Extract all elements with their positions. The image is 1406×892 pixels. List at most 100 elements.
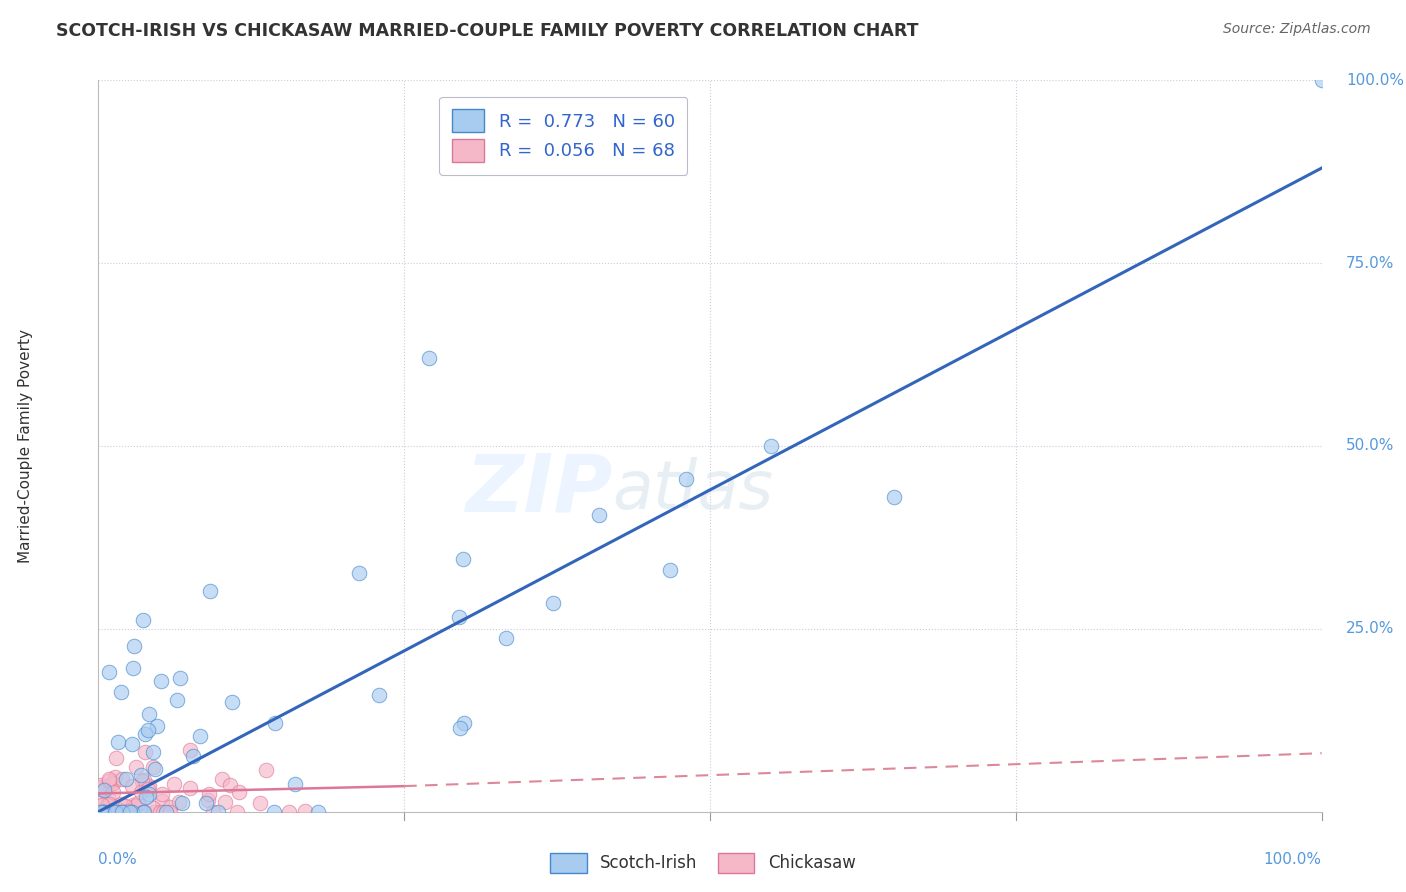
Point (142, 805, 165, 819)
Point (263, 715, 285, 730)
Point (121, 805, 143, 819)
Point (98, 805, 121, 819)
Point (93, 805, 115, 819)
Point (91, 797, 114, 812)
Point (89, 805, 111, 819)
Point (138, 782, 160, 797)
Point (89, 780, 111, 794)
Point (159, 805, 181, 819)
Text: 50.0%: 50.0% (1346, 439, 1395, 453)
Point (103, 805, 125, 819)
Point (588, 508, 610, 522)
Point (90, 805, 112, 819)
Point (675, 472, 697, 486)
Text: ZIP: ZIP (465, 450, 612, 529)
Point (124, 799, 146, 814)
Point (100, 777, 122, 791)
Text: 25.0%: 25.0% (1346, 622, 1395, 636)
Point (107, 735, 129, 749)
Point (134, 745, 156, 759)
Point (89, 791, 111, 805)
Text: 75.0%: 75.0% (1346, 256, 1395, 270)
Point (93, 805, 115, 819)
Point (129, 800, 152, 814)
Point (543, 596, 565, 610)
Point (453, 715, 475, 730)
Point (198, 584, 221, 599)
Point (120, 805, 142, 819)
Point (135, 789, 157, 804)
Point (198, 787, 221, 801)
Point (367, 688, 389, 702)
Point (447, 609, 470, 624)
Point (449, 722, 471, 736)
Point (104, 801, 127, 815)
Point (883, 490, 905, 504)
Point (194, 797, 217, 811)
Point (101, 776, 124, 790)
Point (98, 772, 121, 786)
Point (89, 805, 111, 819)
Point (179, 780, 201, 795)
Point (138, 707, 160, 722)
Point (117, 804, 139, 818)
Point (110, 685, 132, 699)
Text: 100.0%: 100.0% (1346, 73, 1405, 87)
Point (201, 805, 224, 819)
Point (254, 764, 277, 778)
Point (150, 794, 173, 808)
Point (308, 805, 330, 819)
Point (104, 805, 127, 819)
Point (104, 770, 127, 784)
Point (114, 799, 136, 814)
Point (146, 719, 169, 733)
Point (127, 797, 149, 811)
Point (132, 805, 155, 819)
Point (134, 727, 156, 741)
Point (142, 801, 165, 815)
Point (207, 805, 229, 819)
Point (294, 804, 316, 818)
Point (155, 805, 177, 819)
Point (90, 782, 112, 797)
Text: atlas: atlas (612, 457, 773, 523)
Point (131, 613, 153, 627)
Point (495, 631, 517, 645)
Point (761, 439, 783, 453)
Point (104, 751, 127, 765)
Point (219, 778, 242, 792)
Point (97, 789, 120, 804)
Point (211, 772, 233, 787)
Point (93, 782, 115, 797)
Point (112, 805, 135, 819)
Text: Source: ZipAtlas.com: Source: ZipAtlas.com (1223, 22, 1371, 37)
Point (122, 797, 145, 812)
Point (170, 796, 193, 810)
Point (142, 745, 165, 759)
Point (163, 777, 186, 791)
Point (121, 661, 143, 675)
Point (97, 665, 120, 679)
Point (121, 737, 143, 751)
Point (98, 805, 121, 819)
Point (105, 805, 128, 819)
Point (179, 743, 201, 757)
Point (101, 785, 124, 799)
Point (228, 785, 250, 799)
Text: 100.0%: 100.0% (1264, 852, 1322, 867)
Point (129, 785, 152, 799)
Point (149, 805, 172, 819)
Point (418, 351, 440, 366)
Text: 0.0%: 0.0% (98, 852, 138, 867)
Point (197, 793, 219, 807)
Point (166, 693, 188, 707)
Point (138, 779, 160, 793)
Point (111, 772, 134, 786)
Point (93, 805, 115, 819)
Point (451, 552, 474, 566)
Text: Married-Couple Family Poverty: Married-Couple Family Poverty (17, 329, 32, 563)
Legend: Scotch-Irish, Chickasaw: Scotch-Irish, Chickasaw (544, 847, 862, 880)
Point (110, 797, 132, 811)
Point (149, 674, 172, 689)
Point (90, 805, 112, 819)
